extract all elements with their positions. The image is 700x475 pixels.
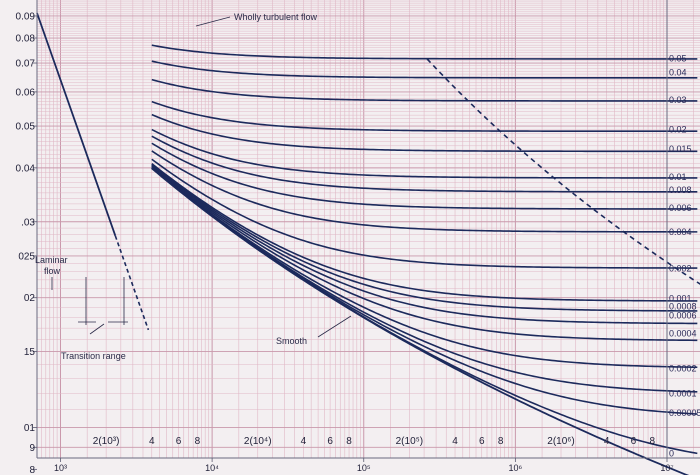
roughness-label: 0.002 bbox=[669, 263, 692, 273]
y-tick-label: 8 bbox=[29, 465, 35, 475]
roughness-label: 0.0008 bbox=[669, 301, 697, 311]
y-tick-label: 01 bbox=[24, 423, 36, 434]
y-tick-label: 02 bbox=[24, 293, 36, 304]
grid bbox=[36, 0, 700, 458]
leader-wholly-turbulent bbox=[195, 16, 231, 27]
curve-rr-0-002 bbox=[151, 158, 698, 269]
leader-transition bbox=[89, 323, 105, 335]
x-minor-tick-label: 4 bbox=[452, 436, 458, 447]
x-minor-tick-label: 8 bbox=[195, 436, 201, 447]
y-tick-label: 9 bbox=[29, 443, 35, 454]
label-transition-range: Transition range bbox=[61, 351, 126, 361]
x-minor-tick-label: 8 bbox=[346, 436, 352, 447]
x-major-tick-label: 10⁵ bbox=[357, 463, 371, 473]
curve-rr-0-004 bbox=[151, 150, 698, 233]
roughness-label: 0.05 bbox=[669, 53, 687, 63]
curves bbox=[151, 44, 698, 475]
x-minor-tick-label: 6 bbox=[176, 436, 182, 447]
label-wholly-turbulent: Wholly turbulent flow bbox=[234, 12, 318, 22]
y-axis-ticks: 0.09 0.08 0.07 0.06 0.05 0.04 .03 025 02 15 01 9 8 bbox=[16, 11, 37, 475]
x-major-tick-label: 10⁷ bbox=[660, 463, 673, 473]
y-tick-label: 0.09 bbox=[16, 11, 36, 22]
y-tick-label: 025 bbox=[18, 251, 35, 262]
roughness-label: 0.02 bbox=[669, 124, 687, 134]
label-smooth: Smooth bbox=[276, 336, 307, 346]
label-laminar-2: flow bbox=[44, 266, 61, 276]
roughness-label: 0.03 bbox=[669, 95, 687, 105]
curve-rr-0-0004 bbox=[151, 165, 698, 342]
x-major-tick-label: 10⁶ bbox=[509, 463, 523, 473]
roughness-label: 0.0001 bbox=[669, 388, 697, 398]
y-tick-label: 0.07 bbox=[16, 59, 36, 70]
curve-laminar bbox=[36, 12, 117, 237]
x-axis-ticks: 10³ 10⁴ 10⁵ 10⁶ 10⁷ 2(10³) 4 6 8 2(10⁴) 4 6 8 2(10⁵) 4… bbox=[54, 436, 674, 473]
curve-rr-0-01 bbox=[151, 128, 698, 179]
curve-smooth bbox=[151, 167, 690, 475]
x-minor-tick-label: 2(10⁴) bbox=[244, 436, 272, 447]
roughness-label: 0.04 bbox=[669, 68, 687, 78]
roughness-label: 0.008 bbox=[669, 185, 692, 195]
roughness-label: 0 bbox=[669, 449, 674, 459]
x-minor-tick-label: 6 bbox=[327, 436, 333, 447]
x-minor-tick-label: 4 bbox=[604, 436, 610, 447]
x-minor-tick-label: 4 bbox=[301, 436, 307, 447]
roughness-label: 0.004 bbox=[669, 227, 692, 237]
roughness-label: 0.0002 bbox=[669, 364, 697, 374]
curve-rr-0-04 bbox=[151, 60, 698, 79]
x-minor-tick-label: 8 bbox=[650, 436, 656, 447]
curve-rr-0-02 bbox=[151, 100, 698, 133]
annotation-laminar: Laminar flow bbox=[35, 255, 68, 290]
curve-rr-0-0008 bbox=[151, 163, 698, 312]
roughness-label: 0.001 bbox=[669, 294, 692, 304]
roughness-label: 0.00005 bbox=[669, 408, 700, 418]
y-tick-label: 15 bbox=[24, 347, 36, 358]
curve-rr-0-008 bbox=[151, 135, 698, 193]
y-tick-label: 0.08 bbox=[16, 34, 36, 45]
leader-smooth bbox=[317, 315, 352, 338]
curve-rr-0-0006 bbox=[151, 164, 698, 325]
curve-rr-0-006 bbox=[151, 142, 698, 210]
x-minor-tick-label: 2(10⁶) bbox=[547, 436, 574, 447]
roughness-label: 0.0006 bbox=[669, 310, 697, 320]
curve-transition bbox=[114, 235, 150, 331]
label-laminar-1: Laminar bbox=[35, 255, 68, 265]
x-minor-tick-label: 6 bbox=[631, 436, 637, 447]
wholly-turbulent-boundary bbox=[426, 58, 700, 285]
curve-rr-0-001 bbox=[151, 163, 698, 302]
x-minor-tick-label: 8 bbox=[498, 436, 504, 447]
x-minor-tick-label: 2(10³) bbox=[93, 436, 120, 447]
x-major-tick-label: 10⁴ bbox=[205, 463, 219, 473]
curve-rr-0-03 bbox=[151, 78, 698, 102]
annotation-smooth: Smooth bbox=[276, 315, 352, 346]
roughness-label: 0.015 bbox=[669, 144, 692, 154]
curve-rr-0-015 bbox=[151, 113, 698, 153]
y-tick-label: 0.06 bbox=[16, 87, 36, 98]
x-minor-tick-label: 4 bbox=[149, 436, 155, 447]
annotation-transition: Transition range bbox=[61, 277, 128, 361]
x-minor-tick-label: 2(10⁵) bbox=[396, 436, 424, 447]
roughness-label: 0.01 bbox=[669, 172, 687, 182]
roughness-label: 0.0004 bbox=[669, 329, 697, 339]
y-tick-label: .03 bbox=[21, 217, 35, 228]
y-tick-label: 0.04 bbox=[16, 163, 36, 174]
x-major-tick-label: 10³ bbox=[54, 463, 67, 473]
y-tick-label: 0.05 bbox=[16, 122, 36, 133]
overlays bbox=[36, 12, 700, 331]
roughness-label: 0.006 bbox=[669, 203, 692, 213]
curve-rr-0-0002 bbox=[151, 166, 698, 369]
curve-rr-0-05 bbox=[151, 44, 698, 60]
x-minor-tick-label: 6 bbox=[479, 436, 485, 447]
roughness-labels: 0.05 0.04 0.03 0.02 0.015 0.01 0.008 0.006 0.004… bbox=[669, 53, 700, 458]
annotation-wholly-turbulent: Wholly turbulent flow bbox=[195, 12, 318, 27]
